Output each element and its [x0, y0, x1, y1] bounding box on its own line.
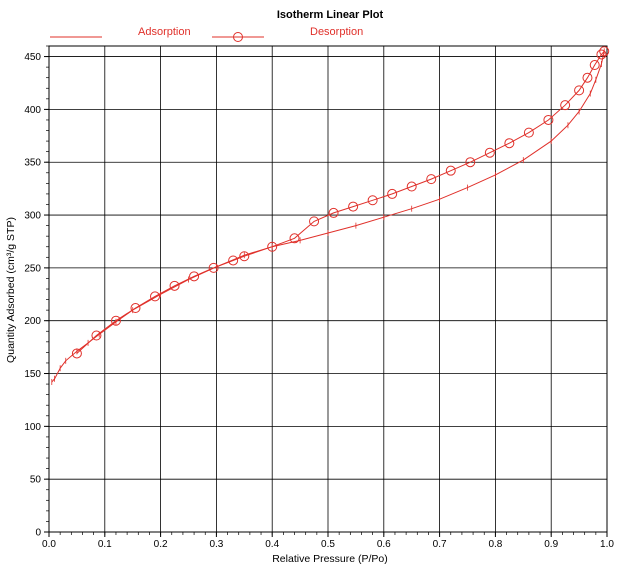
desorption-point [71, 348, 82, 359]
desorption-point [228, 255, 239, 266]
y-tick-labels: 0 50 100 150 200 250 300 350 400 450 [24, 52, 41, 538]
y-tick-label: 0 [35, 528, 41, 539]
x-tick-label: 0.0 [42, 539, 56, 550]
grid-layer [44, 46, 608, 537]
y-tick-label: 200 [24, 316, 41, 327]
legend: Adsorption Desorption [50, 26, 363, 42]
desorption-point [596, 49, 607, 60]
x-axis-title: Relative Pressure (P/Po) [272, 553, 388, 565]
x-tick-label: 1.0 [600, 539, 614, 550]
desorption-point [267, 241, 278, 252]
plot-frame [48, 45, 608, 533]
y-tick-label: 350 [24, 158, 41, 169]
series-layer [51, 46, 610, 385]
desorption-point [130, 303, 141, 314]
legend-desorption-marker [233, 32, 243, 42]
desorption-point [387, 188, 398, 199]
desorption-point [91, 330, 102, 341]
x-tick-label: 0.4 [265, 539, 279, 550]
y-axis-title: Quantity Adsorbed (cm³/g STP) [5, 217, 17, 363]
desorption-point [406, 181, 417, 192]
x-tick-label: 0.6 [377, 539, 391, 550]
desorption-point [110, 315, 121, 326]
series-line-desorption [76, 50, 605, 354]
legend-adsorption-label: Adsorption [138, 26, 191, 38]
desorption-point [426, 174, 437, 185]
y-tick-label: 100 [24, 422, 41, 433]
desorption-point [560, 100, 571, 111]
y-tick-label: 400 [24, 105, 41, 116]
desorption-point [169, 280, 180, 291]
desorption-point [523, 127, 534, 138]
y-tick-label: 50 [30, 475, 42, 486]
y-tick-label: 150 [24, 369, 41, 380]
x-tick-label: 0.7 [433, 539, 447, 550]
y-tick-label: 250 [24, 263, 41, 274]
desorption-point [589, 60, 600, 71]
desorption-point [208, 262, 219, 273]
desorption-point [574, 85, 585, 96]
legend-desorption-label: Desorption [310, 26, 363, 38]
x-tick-label: 0.5 [321, 539, 335, 550]
desorption-point [309, 216, 320, 227]
desorption-point [367, 195, 378, 206]
chart-title: Isotherm Linear Plot [277, 9, 384, 21]
desorption-point [348, 201, 359, 212]
x-tick-label: 0.1 [98, 539, 112, 550]
y-tick-label: 300 [24, 211, 41, 222]
x-tick-label: 0.2 [154, 539, 168, 550]
y-tick-label: 450 [24, 52, 41, 63]
desorption-point [599, 46, 610, 57]
x-tick-label: 0.3 [209, 539, 223, 550]
desorption-point [484, 147, 495, 158]
desorption-point [465, 157, 476, 168]
x-tick-labels: 0.0 0.1 0.2 0.3 0.4 0.5 0.6 0.7 0.8 0.9 1.0 [42, 539, 614, 550]
desorption-point [504, 138, 515, 149]
desorption-point [445, 165, 456, 176]
desorption-point [189, 271, 200, 282]
desorption-point [543, 114, 554, 125]
x-tick-label: 0.9 [544, 539, 558, 550]
x-tick-label: 0.8 [488, 539, 502, 550]
desorption-point [289, 233, 300, 244]
desorption-point [328, 207, 339, 218]
desorption-point [239, 251, 250, 262]
minor-ticks-layer [46, 45, 608, 535]
desorption-point [150, 291, 161, 302]
desorption-point [582, 72, 593, 83]
